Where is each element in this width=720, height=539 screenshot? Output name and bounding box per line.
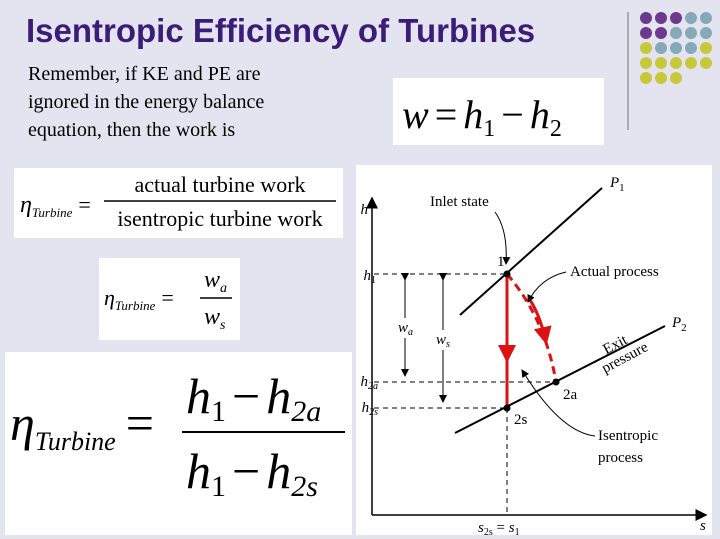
denominator: h1− h2s xyxy=(186,443,318,503)
subscript: a xyxy=(220,281,227,296)
numerator: actual turbine work xyxy=(134,172,305,197)
subscript: 2 xyxy=(550,116,562,142)
symbol: h xyxy=(463,92,483,137)
numerator: wa xyxy=(204,267,227,296)
symbol: w xyxy=(204,304,220,330)
h-label: h2s xyxy=(362,400,379,418)
hs-diagram: h s P1 P2 wa ws h1 h2a h2s 1 2a 2s Inlet… xyxy=(356,165,712,538)
denominator: ws xyxy=(204,304,226,333)
symbol: w xyxy=(204,267,220,293)
annotation: Actual process xyxy=(570,264,659,280)
subscript: Turbine xyxy=(32,205,73,220)
symbol: h xyxy=(361,374,369,390)
subscript: 2a xyxy=(291,395,321,428)
isobar-label: P2 xyxy=(671,315,687,334)
symbol: = xyxy=(493,520,509,536)
eta: ηTurbine = xyxy=(104,285,174,313)
subscript: 1 xyxy=(211,395,226,428)
subscript: 2s xyxy=(484,527,493,538)
subscript: Turbine xyxy=(35,427,116,456)
subscript: 1 xyxy=(211,470,226,503)
eta: ηTurbine = xyxy=(20,192,91,220)
symbol: h xyxy=(364,268,372,284)
symbol: h xyxy=(266,443,291,499)
work-label: ws xyxy=(436,332,450,350)
equation-box xyxy=(14,168,343,238)
annotation: Inlet state xyxy=(430,194,489,210)
h-label: h1 xyxy=(364,268,377,286)
axis-label: h xyxy=(361,202,369,218)
state-label: 2s xyxy=(514,412,528,428)
subscript: 2a xyxy=(368,381,378,392)
symbol: s xyxy=(478,520,484,536)
symbol: w xyxy=(402,92,429,137)
intro-line: equation, then the work is xyxy=(28,119,235,141)
equation-box xyxy=(393,78,604,145)
symbol: = xyxy=(126,395,154,451)
numerator: h1− h2a xyxy=(186,368,321,428)
subscript: s xyxy=(220,318,226,333)
denominator: isentropic turbine work xyxy=(117,206,322,231)
subscript: 2s xyxy=(369,407,378,418)
subscript: 2s xyxy=(291,470,318,503)
symbol: w xyxy=(398,320,408,336)
actual-path xyxy=(505,273,558,383)
symbol: η xyxy=(20,192,32,218)
state-label: 1 xyxy=(497,254,505,270)
symbol: w xyxy=(436,332,446,348)
symbol: h xyxy=(186,368,211,424)
symbol: h xyxy=(530,92,550,137)
symbol: = xyxy=(161,285,173,310)
work-equation: w = h1− h2 xyxy=(402,92,562,142)
title: Isentropic Efficiency of Turbines xyxy=(26,12,535,49)
isobar-label: P1 xyxy=(609,175,625,194)
symbol: P xyxy=(671,315,681,331)
symbol: − xyxy=(232,443,260,499)
symbol: s xyxy=(509,520,515,536)
equation-box xyxy=(5,352,352,535)
subscript: Turbine xyxy=(115,298,156,313)
symbol: h xyxy=(186,443,211,499)
h-label: h2a xyxy=(361,374,379,392)
subscript: 1 xyxy=(515,527,520,538)
intro-line: Remember, if KE and PE are xyxy=(28,63,261,85)
annotation: process xyxy=(598,450,643,466)
symbol: − xyxy=(501,92,524,137)
subscript: a xyxy=(408,327,413,338)
eta: ηTurbine = xyxy=(10,395,154,456)
axis-label: s xyxy=(700,518,706,534)
work-label: wa xyxy=(398,320,413,338)
intro-line: ignored in the energy balance xyxy=(28,91,264,113)
s-label: s2s = s1 xyxy=(478,520,520,538)
diagram-box xyxy=(356,165,712,535)
symbol: = xyxy=(435,92,458,137)
subscript: 1 xyxy=(371,275,376,286)
equation-box xyxy=(99,258,240,340)
subscript: 2 xyxy=(681,322,687,334)
symbol: P xyxy=(609,175,619,191)
symbol: − xyxy=(232,368,260,424)
subscript: 1 xyxy=(483,116,495,142)
subscript: s xyxy=(446,339,450,350)
symbol: = xyxy=(78,192,90,217)
annotation: Isentropic xyxy=(598,428,658,444)
symbol: h xyxy=(362,400,370,416)
isobar xyxy=(454,325,666,434)
isobar xyxy=(459,187,603,316)
symbol: η xyxy=(10,395,35,451)
symbol: h xyxy=(266,368,291,424)
decoration-dots xyxy=(640,12,712,84)
subscript: 1 xyxy=(619,182,625,194)
symbol: η xyxy=(104,285,115,310)
state-label: 2a xyxy=(563,387,578,403)
